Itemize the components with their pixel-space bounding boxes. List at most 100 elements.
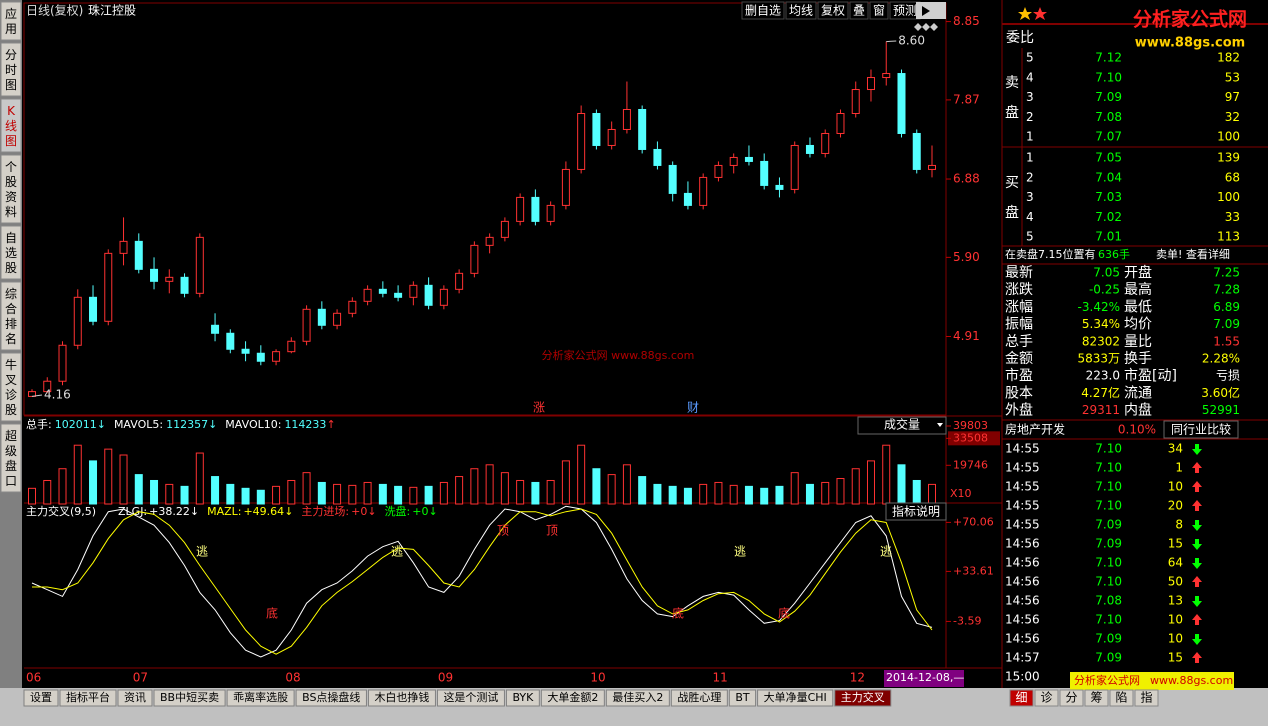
toolbar-button[interactable]: [741, 1, 785, 20]
bottom-tab[interactable]: [117, 689, 153, 707]
panel-tab[interactable]: [1009, 689, 1034, 707]
stat-value: 亏损: [1216, 369, 1240, 383]
bottom-tab-label[interactable]: BB中短买卖: [160, 690, 219, 704]
volume-bar: [58, 468, 67, 505]
bottom-tab-label[interactable]: BT: [735, 691, 750, 704]
side-tab[interactable]: [0, 225, 22, 280]
bottom-tab-label[interactable]: 木白也挣钱: [374, 690, 429, 704]
bottom-tab[interactable]: [436, 689, 505, 707]
side-tab-label[interactable]: 自选股: [5, 231, 17, 275]
compare-label[interactable]: 同行业比较: [1171, 422, 1231, 437]
side-tab[interactable]: [0, 352, 22, 422]
bottom-tab-label[interactable]: 大单金额2: [547, 690, 598, 704]
side-tab-label[interactable]: 超级盘口: [5, 428, 17, 488]
bottom-tab[interactable]: [757, 689, 834, 707]
arrow-icon[interactable]: [922, 6, 930, 16]
x-tick-label: 12: [850, 671, 865, 685]
volume-bar: [668, 485, 677, 505]
side-tab[interactable]: [0, 154, 22, 224]
logo-banner: [1070, 672, 1234, 690]
panel-tab-label[interactable]: 筹: [1090, 691, 1102, 705]
bottom-tab[interactable]: [59, 689, 117, 707]
legend-arrow: ↑: [326, 418, 335, 431]
panel-tab-label[interactable]: 细: [1015, 691, 1027, 705]
volume: 32: [1225, 110, 1240, 124]
panel-tab-label[interactable]: 陷: [1115, 690, 1127, 705]
side-tab[interactable]: [0, 1, 22, 41]
help-button[interactable]: [885, 502, 947, 521]
side-tab-label[interactable]: 综合排名: [5, 287, 17, 346]
panel-tab-label[interactable]: 诊: [1040, 691, 1052, 705]
toolbar-button[interactable]: [817, 1, 849, 20]
panel-tab[interactable]: [1084, 689, 1109, 707]
event-label: 涨: [533, 400, 545, 415]
bottom-tab-label[interactable]: 战胜心理: [677, 690, 721, 704]
legend-name: MAVOL5:: [114, 418, 163, 431]
bottom-tab[interactable]: [226, 689, 295, 707]
side-tab-label[interactable]: K 线图: [5, 104, 17, 148]
bottom-tab-label[interactable]: BYK: [512, 691, 534, 704]
volume-bar: [775, 485, 784, 505]
stat-value: 7.09: [1213, 317, 1240, 331]
bottom-tab-label[interactable]: 主力交叉: [841, 690, 885, 704]
compare-button[interactable]: [1163, 420, 1239, 439]
bottom-tab[interactable]: [834, 689, 892, 707]
up-arrow: [1192, 614, 1202, 625]
legend-value: +38.22: [149, 505, 190, 518]
selector-label[interactable]: 成交量: [884, 417, 920, 432]
bottom-tab[interactable]: [153, 689, 226, 707]
toolbar-button[interactable]: [785, 1, 817, 20]
side-tab-label[interactable]: 牛叉诊股: [5, 357, 17, 417]
candle-body: [150, 268, 159, 282]
legend-value: 102011: [55, 418, 97, 431]
bottom-tab[interactable]: [540, 689, 605, 707]
star-icon[interactable]: [1018, 7, 1032, 20]
side-tab[interactable]: [0, 42, 22, 97]
panel-tab-label[interactable]: 指: [1140, 690, 1152, 705]
bottom-tab[interactable]: [367, 689, 436, 707]
bottom-tab-label[interactable]: 大单净量CHI: [764, 690, 827, 704]
tick-highlight: [948, 431, 1000, 446]
side-tab[interactable]: [0, 281, 22, 351]
bottom-tab-label[interactable]: BS点操盘线: [302, 690, 360, 704]
bottom-tab[interactable]: [605, 689, 670, 707]
side-tab-label[interactable]: 分时图: [5, 48, 17, 92]
bottom-tab-label[interactable]: 设置: [30, 691, 52, 704]
side-tab-label[interactable]: 个股资料: [5, 160, 17, 219]
bottom-tab-label[interactable]: 最佳买入2: [612, 690, 663, 704]
panel-tab[interactable]: [1109, 689, 1134, 707]
trade-volume: 13: [1168, 594, 1183, 608]
candle-body: [394, 292, 403, 298]
side-tab[interactable]: [0, 423, 22, 493]
bottom-tab[interactable]: [670, 689, 728, 707]
toolbar-button[interactable]: [849, 1, 869, 20]
star-icon[interactable]: [1033, 7, 1047, 20]
panel-tab[interactable]: [1034, 689, 1059, 707]
bottom-tab[interactable]: [505, 689, 540, 707]
bottom-tab-label[interactable]: 指标平台: [66, 690, 110, 704]
side-tab-label[interactable]: 应用: [5, 6, 17, 36]
down-arrow: [1192, 634, 1202, 645]
chart-title: 日线(复权): [26, 4, 83, 18]
panel-tab[interactable]: [1134, 689, 1159, 707]
bottom-tab[interactable]: [23, 689, 59, 707]
bottom-tab-label[interactable]: 资讯: [124, 691, 146, 704]
bottom-tab[interactable]: [295, 689, 367, 707]
panel-tab-label[interactable]: 分: [1065, 691, 1077, 705]
stat-label: 振幅: [1005, 317, 1033, 333]
help-button-label[interactable]: 指标说明: [892, 504, 940, 519]
toolbar-button[interactable]: [869, 1, 889, 20]
trade-time: 14:56: [1005, 632, 1040, 646]
notice-link[interactable]: 卖单! 查看详细: [1156, 247, 1230, 261]
dropdown-icon[interactable]: [937, 423, 943, 427]
bottom-tab-label[interactable]: 乖离率选股: [233, 690, 288, 704]
bottom-tab-label[interactable]: 这是个测试: [443, 690, 498, 704]
toolbar-button[interactable]: [916, 2, 946, 19]
cursor-date: 2014-12-08,—: [886, 671, 964, 684]
side-tab[interactable]: [0, 98, 22, 153]
indicator-line: [31, 505, 933, 658]
panel-tab[interactable]: [1059, 689, 1084, 707]
sector-name: 房地产开发: [1005, 422, 1065, 437]
bottom-tab[interactable]: [728, 689, 757, 707]
